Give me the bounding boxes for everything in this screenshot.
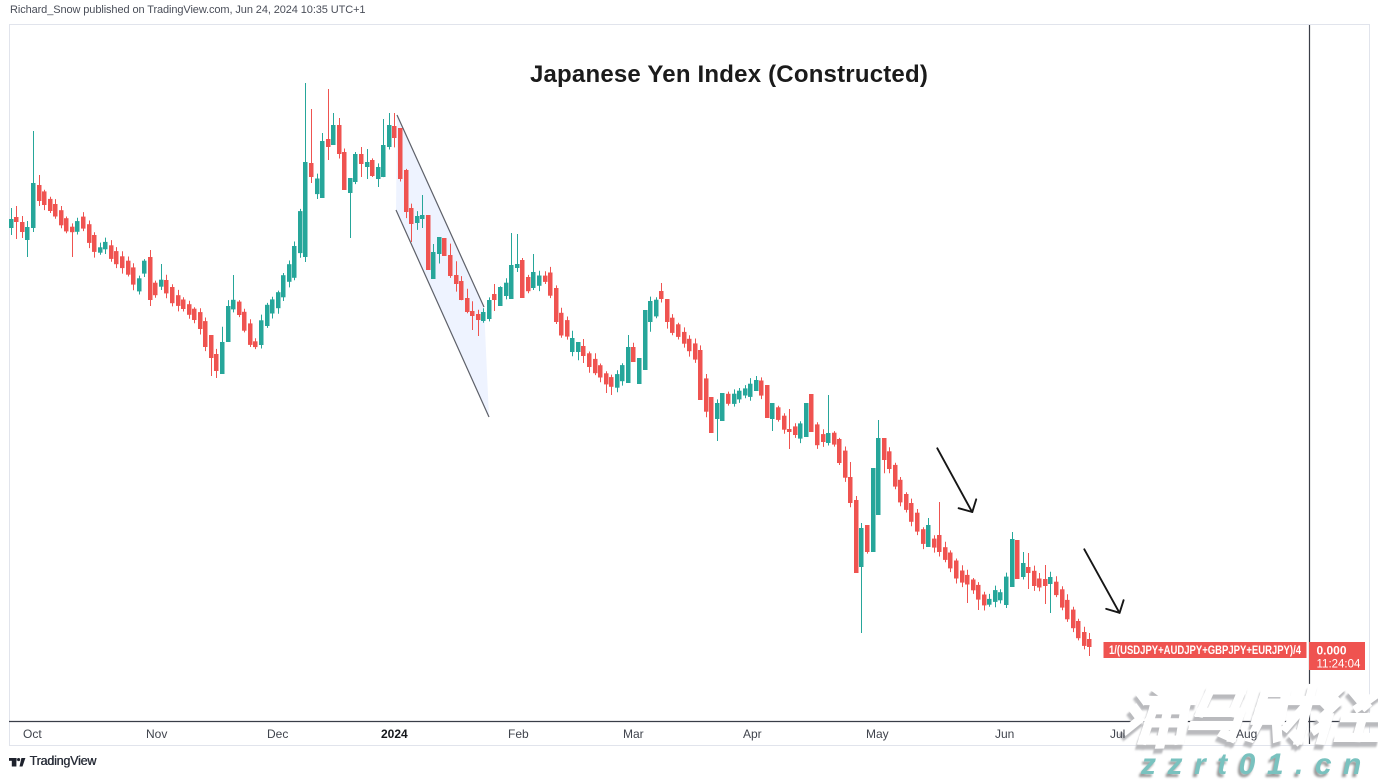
svg-text:1/(USDJPY+AUDJPY+GBPJPY+EURJPY: 1/(USDJPY+AUDJPY+GBPJPY+EURJPY)/4	[1109, 645, 1301, 657]
svg-text:11:24:04: 11:24:04	[1317, 659, 1362, 671]
svg-text:0.000: 0.000	[1317, 644, 1347, 658]
